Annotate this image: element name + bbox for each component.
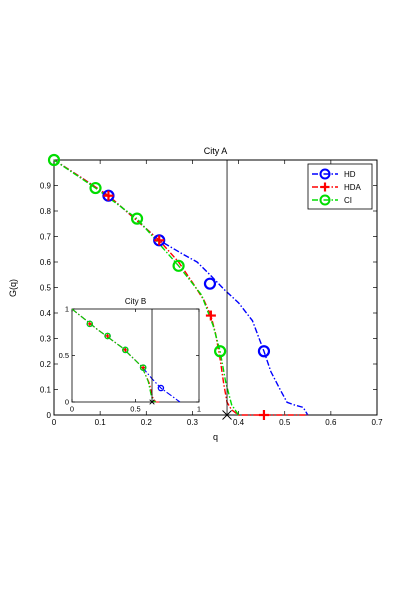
inset-y-tick-label: 0 (65, 398, 69, 407)
inset-y-tick-label: 1 (65, 305, 69, 314)
main-point-ci (214, 345, 227, 358)
inset-point-hd (157, 384, 165, 392)
main-y-tick-label: 0 (47, 411, 52, 420)
main-threshold-marker (222, 410, 232, 420)
legend-item-hd: HD (312, 168, 356, 180)
main-series (47, 153, 309, 420)
main-y-tick-label: 0.9 (40, 181, 52, 190)
legend-marker (319, 168, 331, 180)
inset-point-hda (122, 347, 128, 353)
legend-label: CI (344, 196, 352, 205)
main-y-tick-label: 0.4 (40, 309, 52, 318)
main-point-ci (130, 212, 144, 225)
legend-box (307, 163, 373, 210)
legend-label: HD (344, 170, 356, 179)
legend-items: HD HDA CI (312, 168, 362, 206)
main-y-tick-label: 0.7 (40, 232, 52, 241)
legend-label: HDA (344, 183, 362, 192)
main-series-line-ci (53, 159, 240, 416)
inset-point-hda (87, 321, 93, 327)
inset-x-tick-label: 1 (197, 405, 201, 414)
main-y-tick-label: 0.5 (40, 283, 52, 292)
main-y-tick-label: 0.6 (40, 258, 52, 267)
inset-point-ci (86, 320, 94, 328)
main-point-ci (89, 181, 102, 195)
main-point-hd (257, 345, 271, 358)
main-x-tick-label: 0.5 (279, 418, 291, 427)
main-x-tick-label: 0.7 (371, 418, 383, 427)
main-x-tick-label: 0.4 (233, 418, 245, 427)
legend-item-hda: HDA (312, 182, 362, 192)
main-y-tick-label: 0.2 (40, 360, 52, 369)
legend-item-ci: CI (312, 194, 352, 206)
main-y-tick-label: 0.1 (40, 385, 52, 394)
inset-series-line-ci (71, 308, 157, 403)
main-point-hda (103, 190, 114, 201)
main-y-tick-label: 0.8 (40, 207, 52, 216)
main-point-hda (258, 410, 269, 420)
inset-chart-title: City B (125, 297, 146, 306)
main-ticks: 0 0.1 0.2 0.3 0.4 0.5 0.6 0.7 0 0.1 0.2 0.3 0.4 0.5 0.… (40, 160, 383, 427)
inset-series (71, 308, 181, 405)
main-x-tick-label: 0.2 (141, 418, 153, 427)
main-x-axis-label: q (213, 432, 218, 442)
inset-threshold-marker (149, 399, 155, 405)
inset-ticks: 0 0.5 1 0 0.5 1 (59, 305, 202, 414)
main-point-hda (154, 235, 165, 246)
main-x-tick-label: 0.6 (325, 418, 337, 427)
main-chart-title: City A (204, 146, 228, 156)
inset-point-hda (104, 333, 111, 339)
main-point-hda (205, 310, 216, 321)
inset-point-ci (139, 364, 147, 371)
main-point-ci (172, 259, 185, 272)
inset-x-tick-label: 0 (70, 405, 74, 414)
main-y-axis-label: G(q) (8, 279, 18, 297)
legend: HD HDA CI (307, 163, 373, 210)
inset-y-tick-label: 0.5 (59, 351, 69, 360)
inset-point-ci (122, 346, 129, 354)
main-point-ci (47, 153, 61, 167)
inset-point-hda (140, 364, 146, 371)
inset-point-ci (104, 332, 111, 340)
main-x-tick-label: 0.3 (187, 418, 199, 427)
legend-marker (319, 194, 331, 206)
inset-x-tick-label: 0.5 (130, 405, 140, 414)
main-point-hd (203, 277, 217, 290)
main-x-tick-label: 0 (52, 418, 57, 427)
main-y-tick-label: 0.3 (40, 334, 52, 343)
inset-plot-area (71, 308, 200, 403)
main-x-tick-label: 0.1 (95, 418, 107, 427)
